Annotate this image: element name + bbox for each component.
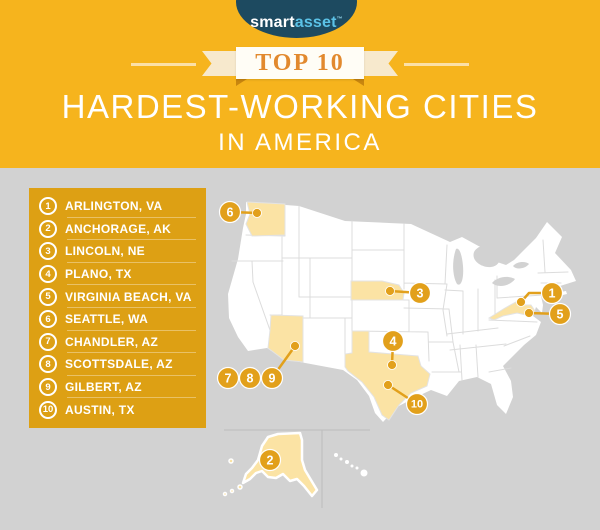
ribbon-right-line (404, 63, 469, 66)
city-dot-5 (524, 308, 534, 318)
city-dot-4 (387, 360, 397, 370)
marker-number: 8 (247, 372, 254, 386)
marker-number: 2 (267, 454, 274, 468)
ribbon-left-tail (202, 51, 236, 76)
city-label: ANCHORAGE, AK (65, 221, 172, 236)
marker-leader-line-9 (270, 345, 297, 379)
title-line1: HARDEST-WORKING CITIES (61, 88, 539, 125)
map-marker-1: 1 (540, 281, 564, 305)
marker-number: 7 (225, 372, 232, 386)
rank-badge: 2 (39, 219, 57, 238)
title-line2: IN AMERICA (218, 128, 382, 156)
city-label: AUSTIN, TX (65, 402, 135, 417)
smartasset-logo: smartasset™ (236, 0, 357, 38)
state-texas-highlight (344, 330, 431, 421)
list-item: 1 ARLINGTON, VA (39, 195, 198, 218)
state-borders (231, 203, 569, 381)
rank-badge: 8 (39, 355, 57, 374)
city-label: CHANDLER, AZ (65, 334, 159, 349)
city-label: LINCOLN, NE (65, 244, 145, 259)
logo-smart: smart (250, 14, 295, 31)
marker-leader-line-1 (520, 291, 552, 303)
list-item: 10 AUSTIN, TX (39, 398, 198, 421)
ribbon-right-tail (364, 51, 398, 76)
marker-number: 9 (269, 372, 276, 386)
map-marker-7: 7 (216, 366, 240, 390)
state-alaska-highlight (222, 431, 319, 498)
state-virginia-highlight (487, 298, 536, 321)
city-label: GILBERT, AZ (65, 380, 142, 395)
marker-number: 5 (557, 308, 564, 322)
map-marker-10: 10 (405, 392, 429, 416)
list-item: 7 CHANDLER, AZ (39, 331, 198, 354)
city-label: SCOTTSDALE, AZ (65, 357, 173, 372)
marker-leader-line-5 (528, 311, 561, 316)
marker-number: 10 (411, 399, 423, 411)
state-arizona-highlight (267, 314, 304, 363)
ribbon-left-fold (236, 79, 247, 86)
rank-badge: 1 (39, 197, 57, 216)
state-hawaii (334, 453, 368, 477)
city-dot-1 (516, 297, 526, 307)
rank-list: 1 ARLINGTON, VA 2 ANCHORAGE, AK 3 LINCOLN, NE… (29, 188, 206, 428)
header-banner: TOP 10 HARDEST-WORKING CITIES IN AMERICA… (0, 0, 600, 168)
list-item: 4 PLANO, TX (39, 263, 198, 286)
long-island (549, 291, 567, 298)
page-title: HARDEST-WORKING CITIES IN AMERICA (0, 88, 600, 156)
list-item: 3 LINCOLN, NE (39, 240, 198, 263)
logo-trademark: ™ (336, 16, 343, 23)
map-marker-2: 2 (258, 448, 282, 472)
city-label: PLANO, TX (65, 267, 132, 282)
marker-leader-line-6 (229, 210, 258, 215)
city-dot-9 (290, 341, 300, 351)
city-label: VIRGINIA BEACH, VA (65, 289, 192, 304)
state-nebraska-highlight (350, 280, 405, 301)
city-label: SEATTLE, WA (65, 312, 149, 327)
rank-badge: 6 (39, 310, 57, 329)
rank-badge: 9 (39, 378, 57, 397)
list-item: 5 VIRGINIA BEACH, VA (39, 285, 198, 308)
city-dot-3 (385, 286, 395, 296)
ribbon-left-line (131, 63, 196, 66)
list-item: 9 GILBERT, AZ (39, 376, 198, 399)
map-marker-4: 4 (381, 329, 405, 353)
logo-text: smartasset™ (250, 15, 343, 31)
map-marker-9: 9 (260, 366, 284, 390)
great-lakes (453, 245, 529, 286)
marker-number: 4 (390, 335, 397, 349)
rank-badge: 4 (39, 265, 57, 284)
rank-badge: 10 (39, 400, 57, 419)
city-dot-10 (383, 380, 393, 390)
city-label: ARLINGTON, VA (65, 199, 163, 214)
inset-divider (224, 429, 370, 508)
top10-ribbon: TOP 10 (236, 47, 364, 79)
marker-leader-line-10 (387, 383, 418, 406)
rank-badge: 3 (39, 242, 57, 261)
marker-number: 1 (549, 287, 556, 301)
ribbon-label: TOP 10 (255, 49, 345, 76)
logo-asset: asset (294, 14, 337, 31)
city-dot-6 (252, 208, 262, 218)
map-marker-5: 5 (548, 302, 572, 326)
continental-us (228, 202, 576, 422)
map-marker-3: 3 (408, 281, 432, 305)
map-markers: 1 2 3 4 5 6 7 8 9 10 (216, 200, 572, 472)
list-item: 6 SEATTLE, WA (39, 308, 198, 331)
map-marker-8: 8 (238, 366, 262, 390)
list-item: 2 ANCHORAGE, AK (39, 218, 198, 241)
rank-badge: 7 (39, 332, 57, 351)
list-item: 8 SCOTTSDALE, AZ (39, 353, 198, 376)
state-washington-highlight (245, 201, 286, 237)
map-marker-6: 6 (218, 200, 242, 224)
rank-badge: 5 (39, 287, 57, 306)
ribbon-right-fold (353, 79, 364, 86)
marker-leader-line-3 (389, 289, 421, 295)
marker-number: 6 (227, 206, 234, 220)
marker-leader-line-4 (390, 340, 395, 366)
marker-number: 3 (417, 287, 424, 301)
